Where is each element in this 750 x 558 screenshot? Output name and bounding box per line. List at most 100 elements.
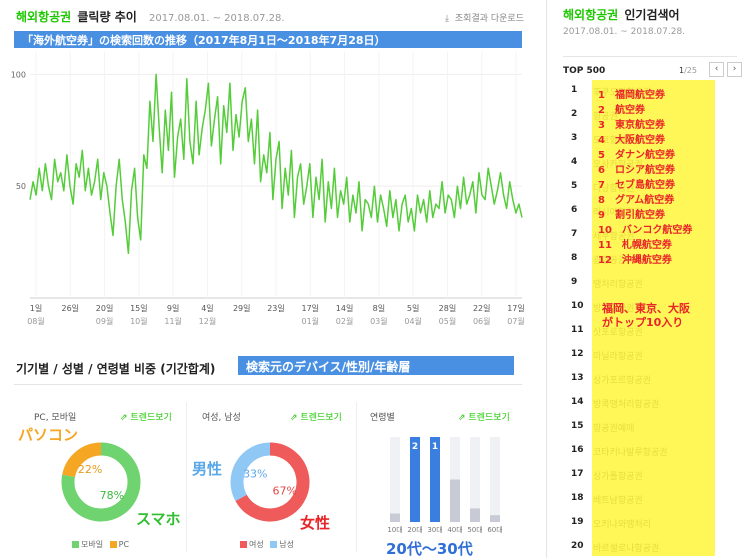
rank-number: 3 [571, 133, 578, 143]
x-tick-month: 02월 [336, 316, 354, 326]
popular-title: 해외항공권 인기검색어 [563, 6, 680, 23]
female-swatch [240, 541, 247, 548]
section-divider [14, 384, 522, 385]
device-trend-button[interactable]: ⇗ 트렌드보기 [120, 410, 172, 423]
age-group-label: 30대 [427, 526, 442, 534]
trend-icon: ⇗ [458, 413, 466, 423]
keyword-brand: 해외항공권 [16, 10, 72, 24]
x-tick-day: 28일 [439, 304, 457, 313]
download-icon: ⤓ [445, 14, 449, 24]
page-total: /25 [684, 66, 697, 75]
x-tick-day: 17일 [507, 304, 525, 313]
age-bar [490, 515, 500, 522]
translation-item: 1 福岡航空券 [598, 90, 665, 101]
translation-item: 12 沖縄航空券 [598, 255, 672, 266]
top-label: TOP 500 [563, 66, 606, 76]
legend-male: 남성 [279, 540, 295, 549]
rank-number: 9 [571, 277, 578, 287]
age-bar [410, 437, 420, 522]
download-button[interactable]: ⤓ 조회결과 다운로드 [442, 11, 524, 24]
gender-header: 여성, 남성 [202, 413, 241, 423]
trend-icon: ⇗ [120, 413, 128, 423]
age-bar-track [390, 437, 400, 522]
gender-trend-button[interactable]: ⇗ 트렌드보기 [290, 410, 342, 423]
annotation-title-banner: 「海外航空券」の検索回数の推移（2017年8月1日〜2018年7月28日） [14, 31, 522, 48]
page-current: 1 [679, 66, 685, 75]
device-trend-label: 트렌드보기 [130, 413, 172, 423]
rank-number: 1 [571, 85, 578, 95]
rank-number: 2 [571, 109, 578, 119]
chevron-left-icon: ‹ [714, 64, 719, 74]
x-tick-day: 14일 [336, 304, 354, 313]
popular-title-text: 인기검색어 [624, 8, 680, 22]
male-slice [230, 442, 271, 502]
translation-note: 福岡、東京、大阪 がトップ10入り [602, 302, 690, 330]
age-bar [390, 513, 400, 522]
age-bar [470, 508, 480, 522]
x-tick-month: 10월 [130, 316, 148, 326]
ratio-charts: 78% 22% 67% 33% 10대 2 20대 1 30대 40대 50대 60대 [61, 437, 503, 534]
pc-swatch [109, 541, 117, 548]
rank-number: 16 [571, 445, 584, 455]
device-legend: 모바일 PC [68, 539, 129, 550]
age-trend-button[interactable]: ⇗ 트렌드보기 [458, 410, 510, 423]
x-tick-day: 4일 [201, 304, 213, 313]
rank-number: 7 [571, 229, 578, 239]
rank-number: 20 [571, 541, 584, 551]
mobile-annotation: スマホ [136, 510, 181, 528]
next-page-button[interactable]: › [727, 62, 742, 77]
rank-number: 14 [571, 397, 584, 407]
rank-number: 17 [571, 469, 584, 479]
mobile-slice [61, 442, 141, 522]
chart-title: 클릭량 추이 [77, 10, 137, 24]
age-annotation: 20代〜30代 [386, 540, 473, 558]
x-tick-month: 11월 [164, 316, 182, 326]
translation-item: 3 東京航空券 [598, 120, 665, 131]
main-panel: 해외항공권 클릭량 추이 2017.08.01. ~ 2018.07.28. ⤓… [11, 10, 525, 558]
female-slice-label: 67% [272, 485, 296, 498]
y-tick-label: 100 [11, 70, 26, 79]
legend-female: 여성 [249, 540, 264, 549]
male-slice-label: 33% [243, 467, 267, 480]
translation-item: 7 セブ島航空券 [598, 180, 675, 191]
x-tick-day: 1일 [30, 304, 42, 313]
x-tick-month: 01월 [302, 316, 320, 326]
x-tick-day: 9일 [167, 304, 179, 313]
age-group-label: 20대 [407, 526, 422, 534]
y-tick-label: 50 [16, 182, 26, 191]
highlight-overlay [592, 80, 715, 556]
x-tick-month: 06월 [473, 316, 491, 326]
rank-number: 8 [571, 253, 578, 263]
x-tick-day: 22일 [473, 304, 491, 313]
gender-legend: 여성 남성 [236, 539, 294, 550]
age-trend-label: 트렌드보기 [468, 413, 510, 423]
rank-number: 6 [571, 205, 578, 215]
device-header: PC, 모바일 [34, 413, 77, 423]
x-tick-month: 03월 [370, 316, 388, 326]
ratio-section-annotation: 検索元のデバイス/性別/年齢層 [238, 356, 514, 375]
translation-item: 9 割引航空券 [598, 210, 665, 221]
trend-line-chart: 100 50 1일 08월 26일 20일 09월 15일 10월 9일 11월 4일 12월 29일 23… [11, 52, 525, 326]
translation-item: 11 札幌航空券 [598, 240, 672, 251]
pc-annotation: パソコン [18, 426, 79, 444]
mobile-slice-label: 78% [100, 489, 124, 502]
x-tick-month: 08월 [27, 316, 45, 326]
x-tick-day: 8일 [373, 304, 385, 313]
x-tick-day: 20일 [96, 304, 114, 313]
rank-number: 18 [571, 493, 584, 503]
x-tick-day: 26일 [62, 304, 80, 313]
age-bar-rank: 1 [432, 442, 438, 452]
x-tick-month: 12월 [199, 316, 217, 326]
translation-item: 4 大阪航空券 [598, 135, 665, 146]
x-tick-month: 09월 [96, 316, 114, 326]
translation-item: 10 バンコク航空券 [598, 225, 693, 236]
translation-item: 8 グアム航空券 [598, 195, 675, 206]
age-header: 연령별 [370, 413, 395, 423]
prev-page-button[interactable]: ‹ [709, 62, 724, 77]
note-line-2: がトップ10入り [602, 316, 684, 329]
rank-number: 5 [571, 181, 578, 191]
x-tick-month: 05월 [439, 316, 457, 326]
mobile-swatch [72, 541, 79, 548]
popular-divider [563, 56, 737, 57]
chart-period: 2017.08.01. ~ 2018.07.28. [148, 13, 285, 24]
